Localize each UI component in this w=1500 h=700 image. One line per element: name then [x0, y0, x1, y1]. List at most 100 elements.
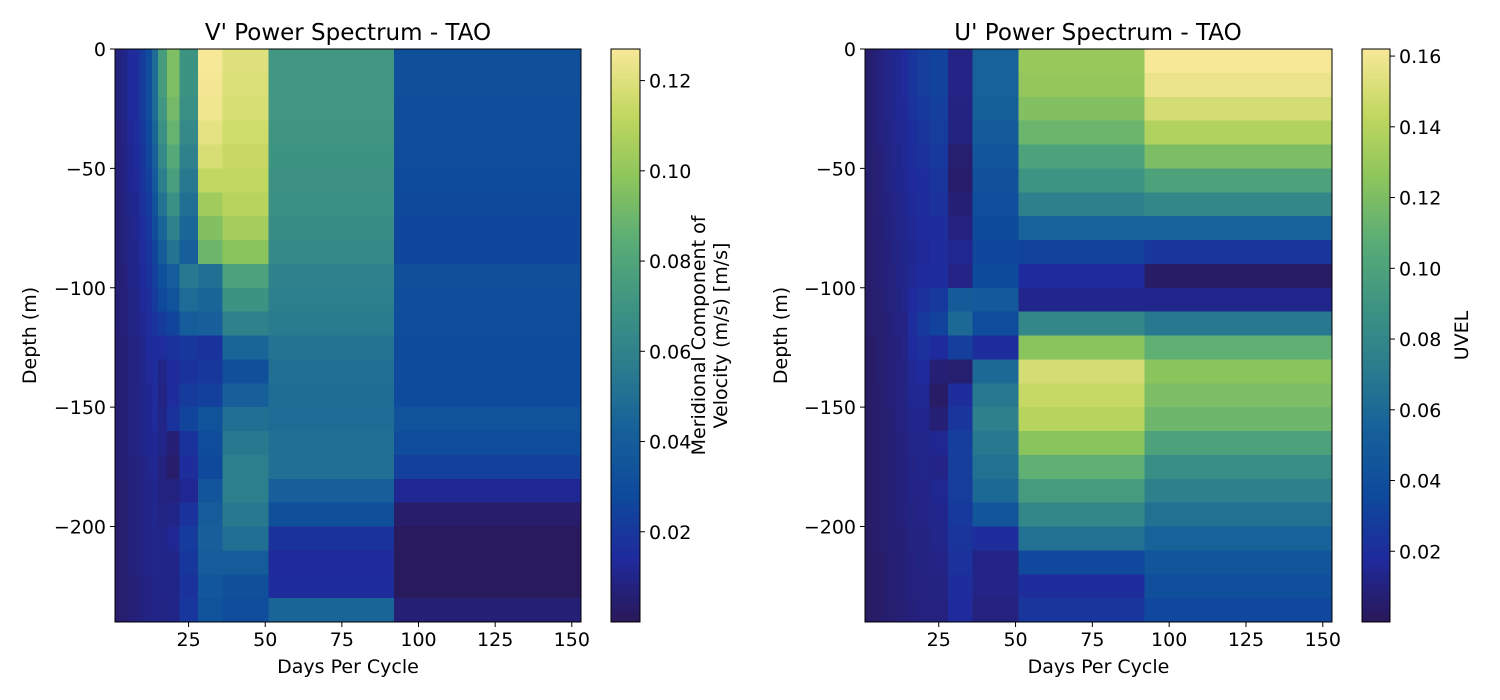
heatmap-cell — [917, 598, 931, 623]
heatmap-cell — [145, 335, 153, 360]
colorbar-strip — [611, 602, 640, 609]
heatmap-cell — [133, 287, 141, 313]
heatmap-cell — [1144, 311, 1333, 337]
heatmap-cell — [157, 383, 168, 408]
heatmap-cell — [889, 526, 897, 551]
colorbar-tick-label: 0.02 — [1399, 541, 1441, 563]
heatmap-cell — [127, 168, 134, 193]
heatmap-cell — [865, 168, 872, 193]
x-axis-label: Days Per Cycle — [277, 656, 419, 678]
heatmap-cell — [908, 240, 918, 265]
heatmap-cell — [1144, 144, 1333, 169]
heatmap-cell — [908, 526, 918, 551]
heatmap-cell — [167, 287, 180, 313]
heatmap-cell — [895, 311, 903, 337]
heatmap-cell — [895, 526, 903, 551]
heatmap-cell — [157, 96, 168, 122]
colorbar-strip — [1362, 311, 1390, 318]
heatmap-cell — [871, 598, 878, 623]
heatmap-cell — [972, 407, 1020, 432]
heatmap-cell — [1144, 454, 1333, 480]
heatmap-cell — [877, 240, 885, 265]
heatmap-cell — [145, 502, 153, 528]
heatmap-cell — [972, 526, 1020, 551]
colorbar-strip — [611, 330, 640, 337]
colorbar-strip — [1362, 211, 1390, 217]
colorbar-tick-label: 0.10 — [1399, 258, 1441, 280]
plot-frame — [114, 48, 582, 623]
heatmap-cell — [393, 120, 582, 146]
colorbar-strip — [611, 588, 640, 594]
heatmap-cell — [917, 240, 931, 265]
heatmap-cell — [393, 454, 582, 480]
heatmap-cell — [865, 311, 872, 337]
colorbar-strip — [1362, 268, 1390, 275]
heatmap-cell — [157, 407, 168, 432]
colorbar-strip — [611, 96, 640, 103]
heatmap-cell — [1144, 120, 1333, 146]
heatmap-cell — [883, 192, 891, 217]
heatmap-cell — [908, 216, 918, 241]
heatmap-cell — [268, 526, 395, 551]
heatmap-cell — [268, 454, 395, 480]
heatmap-cell — [871, 407, 878, 432]
heatmap-cell — [929, 431, 949, 456]
heatmap-cell — [929, 49, 949, 74]
colorbar-strip — [1362, 316, 1390, 322]
heatmap-cell — [268, 263, 395, 289]
heatmap-cell — [127, 407, 134, 432]
heatmap-cell — [179, 96, 199, 122]
y-axis-label: Depth (m) — [19, 287, 41, 384]
heatmap-cell — [972, 192, 1020, 217]
colorbar-strip — [1362, 187, 1390, 193]
heatmap-cell — [877, 120, 885, 146]
colorbar-strip — [1362, 230, 1390, 236]
colorbar-strip — [1362, 216, 1390, 222]
heatmap-cell — [877, 96, 885, 122]
heatmap-cell — [167, 96, 180, 122]
heatmap-cell — [947, 72, 974, 98]
heatmap-cell — [917, 72, 931, 98]
heatmap-cell — [883, 240, 891, 265]
heatmap-cell — [179, 168, 199, 193]
heatmap-cell — [865, 335, 872, 360]
colorbar-strip — [1362, 177, 1390, 184]
colorbar-strip — [1362, 483, 1390, 489]
heatmap-cell — [972, 431, 1020, 456]
heatmap-cell — [889, 120, 897, 146]
colorbar-strip — [611, 168, 640, 174]
heatmap-cell — [157, 192, 168, 217]
heatmap-cell — [139, 192, 147, 217]
colorbar-strip — [1362, 540, 1390, 547]
colorbar-strip — [1362, 306, 1390, 313]
heatmap-cell — [871, 311, 878, 337]
heatmap-cell — [917, 502, 931, 528]
heatmap-cell — [947, 240, 974, 265]
colorbar-strip — [611, 220, 640, 227]
colorbar-strip — [611, 373, 640, 380]
heatmap-cell — [871, 335, 878, 360]
heatmap-cell — [197, 168, 223, 193]
colorbar-strip — [611, 536, 640, 542]
heatmap-cell — [151, 431, 159, 456]
colorbar-strip — [1362, 431, 1390, 437]
heatmap-cell — [877, 263, 885, 289]
heatmap-cell — [151, 407, 159, 432]
heatmap-cell — [883, 96, 891, 122]
heatmap-cell — [115, 263, 122, 289]
heatmap-cell — [145, 454, 153, 480]
colorbar-strip — [1362, 493, 1390, 499]
colorbar-label: UVEL — [1451, 310, 1473, 360]
heatmap-cell — [871, 168, 878, 193]
heatmap-cell — [871, 478, 878, 504]
heatmap-cell — [268, 335, 395, 360]
colorbar-strip — [611, 311, 640, 318]
heatmap-cell — [167, 454, 180, 480]
x-tick-label: 25 — [927, 629, 951, 651]
heatmap-cell — [1018, 598, 1146, 623]
heatmap-cell — [268, 431, 395, 456]
colorbar-strip — [1362, 115, 1390, 122]
colorbar-strip — [611, 431, 640, 437]
heatmap-cell — [157, 216, 168, 241]
heatmap-cell — [972, 359, 1020, 384]
